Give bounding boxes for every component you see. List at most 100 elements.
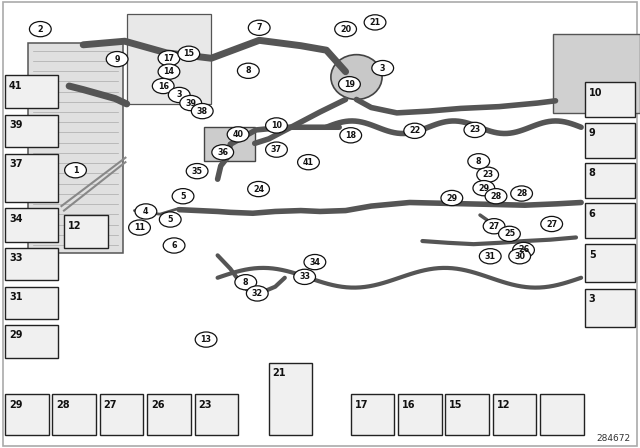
Circle shape (335, 22, 356, 37)
Text: 28: 28 (516, 189, 527, 198)
Circle shape (298, 155, 319, 170)
Text: 8: 8 (589, 168, 596, 178)
FancyBboxPatch shape (585, 244, 635, 282)
Text: 27: 27 (104, 400, 117, 409)
Circle shape (339, 77, 360, 92)
Text: 12: 12 (497, 400, 510, 409)
FancyBboxPatch shape (3, 2, 637, 446)
Circle shape (106, 52, 128, 67)
Text: 21: 21 (369, 18, 381, 27)
Circle shape (468, 154, 490, 169)
Circle shape (266, 118, 287, 133)
Text: 41: 41 (303, 158, 314, 167)
FancyBboxPatch shape (585, 203, 635, 238)
FancyBboxPatch shape (204, 127, 255, 161)
FancyBboxPatch shape (585, 289, 635, 327)
Circle shape (248, 20, 270, 35)
Circle shape (159, 212, 181, 227)
FancyBboxPatch shape (269, 363, 312, 435)
Circle shape (178, 46, 200, 61)
Text: 7: 7 (257, 23, 262, 32)
Text: 27: 27 (488, 222, 500, 231)
Text: 32: 32 (252, 289, 263, 298)
Text: 5: 5 (589, 250, 596, 259)
Text: 31: 31 (9, 292, 22, 302)
Text: 34: 34 (9, 214, 22, 224)
Circle shape (235, 275, 257, 290)
Circle shape (246, 286, 268, 301)
Text: 31: 31 (484, 252, 496, 261)
FancyBboxPatch shape (5, 208, 58, 242)
Text: 21: 21 (273, 368, 286, 378)
Circle shape (237, 63, 259, 78)
Text: 29: 29 (478, 184, 490, 193)
Circle shape (404, 123, 426, 138)
Ellipse shape (331, 55, 382, 99)
Text: 41: 41 (9, 81, 22, 90)
Circle shape (266, 142, 287, 157)
Text: 284672: 284672 (596, 434, 630, 443)
Circle shape (477, 167, 499, 182)
Text: 8: 8 (476, 157, 481, 166)
FancyBboxPatch shape (127, 14, 211, 104)
FancyBboxPatch shape (585, 163, 635, 198)
FancyBboxPatch shape (553, 34, 640, 113)
Circle shape (485, 189, 507, 204)
Circle shape (180, 95, 202, 111)
Circle shape (473, 181, 495, 196)
Text: 3: 3 (177, 90, 182, 99)
Text: 23: 23 (482, 170, 493, 179)
Text: 9: 9 (589, 128, 596, 138)
Circle shape (483, 219, 505, 234)
Circle shape (29, 22, 51, 37)
Circle shape (294, 269, 316, 284)
Text: 28: 28 (490, 192, 502, 201)
FancyBboxPatch shape (540, 394, 584, 435)
Circle shape (186, 164, 208, 179)
Circle shape (513, 242, 534, 258)
Text: 39: 39 (9, 120, 22, 130)
Text: 1: 1 (73, 166, 78, 175)
Circle shape (541, 216, 563, 232)
Text: 5: 5 (180, 192, 186, 201)
Text: 5: 5 (168, 215, 173, 224)
FancyBboxPatch shape (64, 215, 108, 248)
Text: 26: 26 (151, 400, 164, 409)
Text: 23: 23 (469, 125, 481, 134)
FancyBboxPatch shape (445, 394, 489, 435)
Text: 4: 4 (143, 207, 148, 216)
Text: 17: 17 (163, 54, 175, 63)
FancyBboxPatch shape (195, 394, 238, 435)
Text: 11: 11 (134, 223, 145, 232)
Circle shape (227, 127, 249, 142)
Text: 18: 18 (345, 131, 356, 140)
FancyBboxPatch shape (585, 123, 635, 158)
FancyBboxPatch shape (28, 43, 123, 253)
Text: 25: 25 (504, 229, 515, 238)
Text: 2: 2 (38, 25, 43, 34)
Text: 6: 6 (589, 209, 596, 219)
Text: 3: 3 (380, 64, 385, 73)
FancyBboxPatch shape (147, 394, 191, 435)
FancyBboxPatch shape (351, 394, 394, 435)
Circle shape (168, 87, 190, 103)
Text: 28: 28 (56, 400, 70, 409)
Circle shape (129, 220, 150, 235)
Text: 27: 27 (546, 220, 557, 228)
Text: 13: 13 (200, 335, 212, 344)
Circle shape (152, 78, 174, 94)
FancyBboxPatch shape (398, 394, 442, 435)
Text: 36: 36 (217, 148, 228, 157)
FancyBboxPatch shape (5, 75, 58, 108)
Text: 12: 12 (68, 221, 81, 231)
Circle shape (340, 128, 362, 143)
FancyBboxPatch shape (5, 115, 58, 147)
Circle shape (172, 189, 194, 204)
Text: 14: 14 (163, 67, 175, 76)
Text: 40: 40 (232, 130, 244, 139)
FancyBboxPatch shape (5, 248, 58, 280)
Text: 15: 15 (183, 49, 195, 58)
FancyBboxPatch shape (5, 154, 58, 202)
Text: 17: 17 (355, 400, 368, 409)
Circle shape (372, 60, 394, 76)
